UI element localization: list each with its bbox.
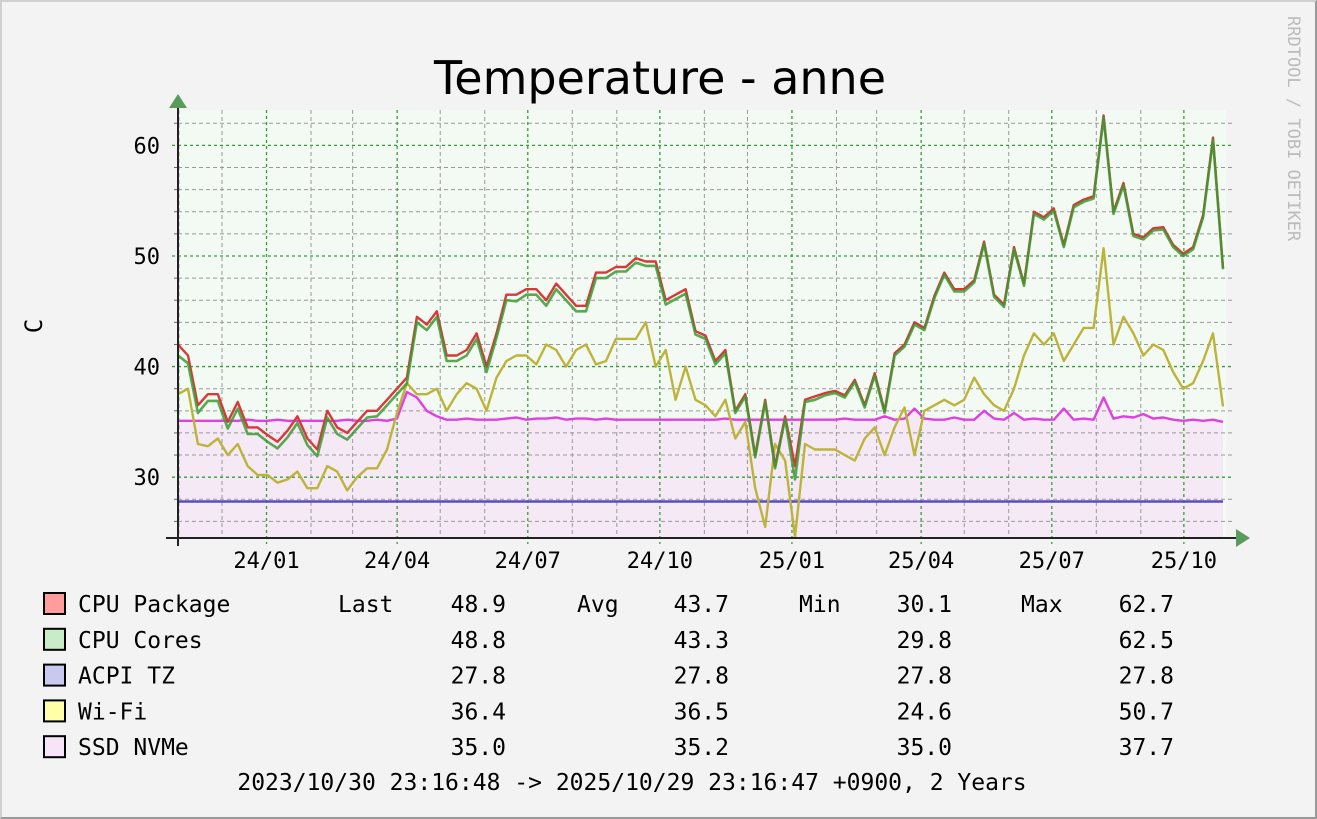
- watermark: RRDTOOL / TOBI OETIKER: [1283, 16, 1303, 242]
- legend-avg-value: 43.7: [674, 592, 729, 618]
- x-tick-label: 25/01: [759, 549, 825, 574]
- x-tick-label: 24/07: [495, 549, 561, 574]
- legend-swatch: [43, 663, 66, 687]
- x-tick-label: 25/04: [888, 549, 954, 574]
- legend-last-value: 35.0: [451, 735, 506, 761]
- plot-background: [178, 110, 1226, 538]
- legend-label: ACPI TZ: [78, 664, 175, 690]
- series-line-cpu-cores: [177, 116, 1225, 481]
- legend-min-value: 27.8: [897, 664, 952, 690]
- legend-last-label: Last: [338, 592, 393, 618]
- legend-avg-label: Avg: [577, 592, 619, 618]
- legend-max-value: 62.5: [1119, 628, 1174, 654]
- legend-swatch: [43, 699, 66, 723]
- legend-last-value: 48.9: [451, 592, 506, 618]
- legend-min-value: 30.1: [897, 592, 952, 618]
- legend-min-label: Min: [799, 592, 841, 618]
- legend-label: SSD NVMe: [78, 735, 189, 761]
- legend: CPU Package Last Avg Min Max 48.9 43.7 30.1 62.7…: [43, 592, 1174, 761]
- x-tick-label: 25/10: [1151, 549, 1217, 574]
- axes: 30 40 50 60 24/01 24/04 24/07 24/10 25/01 25/04 25…: [134, 94, 1250, 574]
- x-tick-label: 24/10: [627, 549, 693, 574]
- legend-swatch: [43, 592, 66, 615]
- legend-swatch: [43, 735, 66, 759]
- legend-avg-value: 27.8: [674, 664, 729, 690]
- y-tick-label: 60: [134, 134, 161, 159]
- legend-max-value: 62.7: [1119, 592, 1174, 618]
- series-lines: [177, 114, 1225, 539]
- legend-label: CPU Package: [78, 592, 230, 618]
- series-line-wi-fi: [177, 246, 1225, 539]
- time-range-footer: 2023/10/30 23:16:48 -> 2025/10/29 23:16:…: [237, 770, 1026, 796]
- y-tick-label: 50: [134, 245, 161, 270]
- x-tick-label: 24/01: [233, 549, 299, 574]
- legend-avg-value: 43.3: [674, 628, 729, 654]
- y-axis-label: C: [20, 319, 48, 333]
- legend-swatch: [43, 627, 66, 651]
- x-tick-label: 25/07: [1019, 549, 1085, 574]
- x-axis-arrow-icon: [1236, 529, 1250, 547]
- legend-min-value: 24.6: [897, 699, 952, 725]
- legend-max-value: 27.8: [1119, 664, 1174, 690]
- legend-max-value: 37.7: [1119, 735, 1174, 761]
- legend-label: CPU Cores: [78, 628, 203, 654]
- y-tick-label: 40: [134, 356, 161, 381]
- legend-min-value: 35.0: [897, 735, 952, 761]
- legend-min-value: 29.8: [897, 628, 952, 654]
- legend-last-value: 27.8: [451, 664, 506, 690]
- y-tick-label: 30: [134, 466, 161, 491]
- legend-last-value: 48.8: [451, 628, 506, 654]
- x-tick-label: 24/04: [364, 549, 430, 574]
- legend-avg-value: 36.5: [674, 699, 729, 725]
- legend-max-value: 50.7: [1119, 699, 1174, 725]
- chart-title: Temperature - anne: [433, 51, 886, 105]
- series-line-cpu-package: [177, 114, 1225, 468]
- series-line-ssd-nvme: [178, 390, 1224, 424]
- legend-label: Wi-Fi: [78, 699, 147, 725]
- legend-last-value: 36.4: [451, 699, 506, 725]
- legend-max-label: Max: [1021, 592, 1063, 618]
- legend-avg-value: 35.2: [674, 735, 729, 761]
- y-axis-arrow-icon: [169, 94, 187, 108]
